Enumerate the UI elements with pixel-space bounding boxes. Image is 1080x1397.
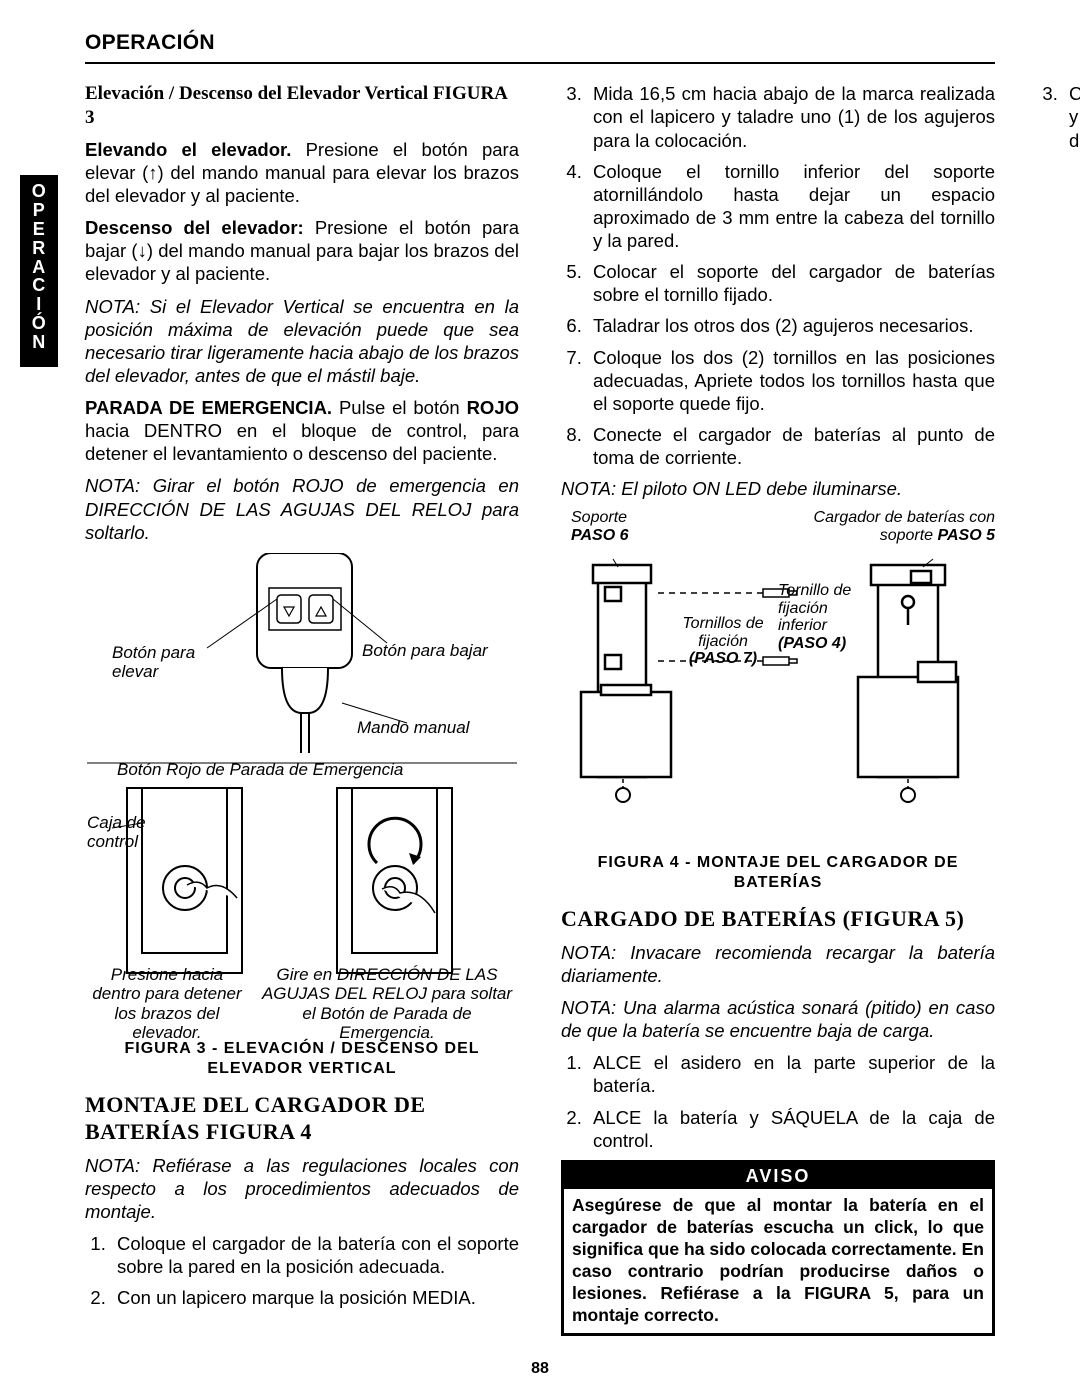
lbl-tornillo-inf: Tornillo de fijación inferior(PASO 4) — [778, 582, 873, 652]
nota-montaje: NOTA: Refiérase a las regulaciones local… — [85, 1154, 519, 1223]
section-tab: OPE RAC IÓN — [20, 175, 58, 367]
page-header: OPERACIÓN — [85, 30, 995, 64]
cargado-list-a: ALCE el asidero en la parte superior de … — [561, 1051, 995, 1152]
aviso-box: AVISO Asegúrese de que al montar la bate… — [561, 1160, 995, 1336]
montaje-list-a: Coloque el cargador de la batería con el… — [85, 1232, 519, 1309]
lbl-tornillos: Tornillos de fijación(PASO 7) — [678, 615, 768, 668]
lbl-cargador: Cargador de baterías con soporte PASO 5 — [765, 509, 995, 544]
lbl-soporte: Soporte PASO 6 — [571, 509, 629, 544]
figure-4: Tornillos de fijación(PASO 7) Tornillo d… — [563, 557, 993, 847]
aviso-title: AVISO — [564, 1163, 992, 1190]
aviso-body: Asegúrese de que al montar la batería en… — [564, 1189, 992, 1332]
subhead-elev: Elevación / Descenso del Elevador Vertic… — [85, 82, 519, 130]
lbl-caja: Caja de control — [87, 813, 157, 852]
nota-recom: NOTA: Invacare recomienda recargar la ba… — [561, 941, 995, 987]
page-number: 88 — [0, 1359, 1080, 1379]
lbl-boton-bajar: Botón para bajar — [362, 641, 512, 661]
lbl-gire: Gire en DIRECCIÓN DE LAS AGUJAS DEL RELO… — [257, 965, 517, 1043]
cargado-list-b: Coloque la batería en el cargador de bat… — [1037, 82, 1080, 151]
para-elevando: Elevando el elevador. Presione el botón … — [85, 138, 519, 207]
h-cargado: CARGADO DE BATERÍAS (FIGURA 5) — [561, 905, 995, 933]
lbl-presione: Presione hacia dentro para detener los b… — [87, 965, 247, 1043]
figure-3: Botón para elevar Botón para bajar Mando… — [87, 553, 517, 1033]
para-parada: PARADA DE EMERGENCIA. Pulse el botón ROJ… — [85, 396, 519, 465]
fig4-caption: FIGURA 4 - MONTAJE DEL CARGADOR DE BATER… — [561, 853, 995, 893]
nota-1: NOTA: Si el Elevador Vertical se encuent… — [85, 295, 519, 388]
h-montaje: MONTAJE DEL CARGADOR DE BATERÍAS FIGURA … — [85, 1091, 519, 1146]
fig3-caption: FIGURA 3 - ELEVACIÓN / DESCENSO DEL ELEV… — [85, 1039, 519, 1079]
lbl-boton-rojo: Botón Rojo de Parada de Emergencia — [117, 760, 497, 780]
para-descenso: Descenso del elevador: Presione el botón… — [85, 216, 519, 285]
lbl-mando: Mando manual — [357, 718, 507, 738]
nota-2: NOTA: Girar el botón ROJO de emergencia … — [85, 474, 519, 543]
nota-alarma: NOTA: Una alarma acústica sonará (pitido… — [561, 996, 995, 1042]
nota-led: NOTA: El piloto ON LED debe iluminarse. — [561, 477, 995, 500]
montaje-list-b: Mida 16,5 cm hacia abajo de la marca rea… — [561, 82, 995, 469]
lbl-boton-elevar: Botón para elevar — [112, 643, 222, 682]
